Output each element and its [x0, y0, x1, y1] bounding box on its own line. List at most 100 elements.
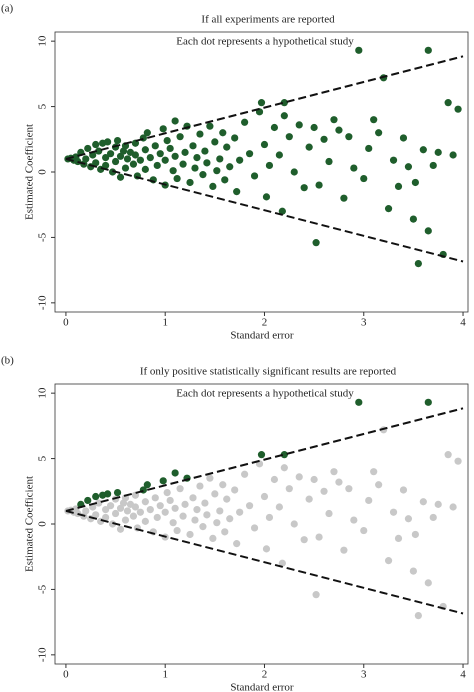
study-dot	[153, 513, 161, 522]
study-dot	[106, 502, 115, 510]
study-dot	[325, 157, 333, 166]
panel-label: (b)	[1, 355, 14, 367]
study-dot	[123, 155, 132, 163]
study-dot	[384, 557, 393, 565]
study-dot	[384, 205, 393, 213]
study-dot	[196, 482, 204, 490]
study-dot	[223, 495, 231, 503]
study-dot	[176, 133, 184, 141]
y-tick-label: 10	[37, 35, 49, 47]
study-dot	[320, 487, 328, 495]
study-dot	[257, 451, 266, 459]
study-dot	[335, 126, 343, 134]
study-dot	[340, 546, 348, 554]
y-tick-label: 0	[37, 521, 49, 527]
study-dot	[241, 470, 249, 478]
study-dot	[151, 142, 159, 150]
study-dot	[153, 161, 161, 170]
study-dot	[226, 515, 234, 523]
study-dot	[221, 528, 229, 536]
study-dot	[95, 147, 103, 155]
study-dot	[171, 469, 179, 477]
study-dot	[116, 152, 125, 160]
study-dot	[116, 525, 125, 533]
study-dot	[280, 464, 288, 472]
study-dot	[116, 173, 125, 181]
study-dot	[278, 207, 286, 215]
x-tick-label: 3	[361, 317, 367, 329]
study-dot	[161, 508, 169, 516]
study-dot	[429, 513, 437, 522]
study-dot	[414, 259, 422, 268]
study-dot	[355, 46, 363, 54]
x-tick-label: 1	[162, 669, 168, 681]
x-tick-label: 0	[63, 669, 69, 681]
study-dot	[191, 516, 199, 524]
x-tick-label: 2	[262, 317, 268, 329]
study-dot	[146, 154, 154, 162]
study-dot	[206, 474, 214, 482]
study-dot	[320, 135, 328, 143]
study-dot	[275, 503, 283, 511]
study-dot	[221, 176, 229, 184]
study-dot	[454, 457, 462, 465]
study-dot	[226, 163, 234, 171]
study-dot	[275, 151, 283, 159]
study-dot	[424, 579, 432, 587]
study-dot	[129, 512, 138, 520]
y-axis-label: Estimated Coefficient	[24, 476, 36, 572]
study-dot	[260, 140, 269, 149]
study-dot	[375, 129, 383, 137]
study-dot	[409, 567, 417, 575]
y-axis-label: Estimated Coefficient	[24, 124, 36, 220]
study-dot	[186, 530, 194, 539]
study-dot	[449, 151, 457, 159]
study-dot	[310, 123, 318, 132]
y-tick-label: 0	[37, 169, 49, 175]
study-dot	[365, 496, 373, 505]
study-dot	[419, 498, 427, 506]
study-dot	[444, 99, 452, 107]
study-dot	[231, 134, 239, 142]
study-dot	[113, 488, 122, 497]
study-dot	[370, 468, 378, 476]
study-dot	[305, 143, 313, 151]
study-dot	[206, 122, 214, 130]
study-dot	[411, 530, 419, 539]
chart-title: If all experiments are reported	[201, 14, 335, 26]
study-dot	[169, 167, 177, 175]
study-dot	[257, 99, 266, 107]
study-dot	[92, 492, 100, 501]
study-dot	[216, 155, 224, 163]
study-dot	[102, 506, 110, 514]
y-tick-label: 10	[37, 387, 49, 399]
study-dot	[312, 591, 320, 599]
study-dot	[260, 492, 269, 501]
study-dot	[219, 481, 227, 489]
study-dot	[201, 147, 209, 155]
study-dot	[409, 215, 417, 223]
study-dot	[219, 129, 227, 137]
study-dot	[106, 150, 115, 158]
funnel-line	[65, 407, 464, 512]
study-dot	[193, 154, 201, 162]
study-dot	[121, 164, 130, 172]
study-dot	[265, 161, 274, 170]
study-dot	[203, 511, 211, 519]
study-dot	[270, 475, 279, 484]
study-dot	[179, 160, 187, 168]
study-dot	[262, 545, 271, 553]
study-dot	[176, 485, 184, 493]
study-dot	[399, 486, 408, 494]
study-dot	[245, 502, 254, 510]
study-dot	[111, 157, 120, 166]
study-dot	[189, 142, 197, 150]
study-dot	[211, 138, 219, 146]
study-dot	[345, 485, 353, 493]
study-dot	[233, 188, 241, 196]
study-dot	[360, 174, 368, 183]
study-dot	[131, 151, 140, 159]
study-dot	[102, 161, 110, 170]
study-dot	[394, 182, 403, 190]
study-dot	[156, 502, 164, 510]
